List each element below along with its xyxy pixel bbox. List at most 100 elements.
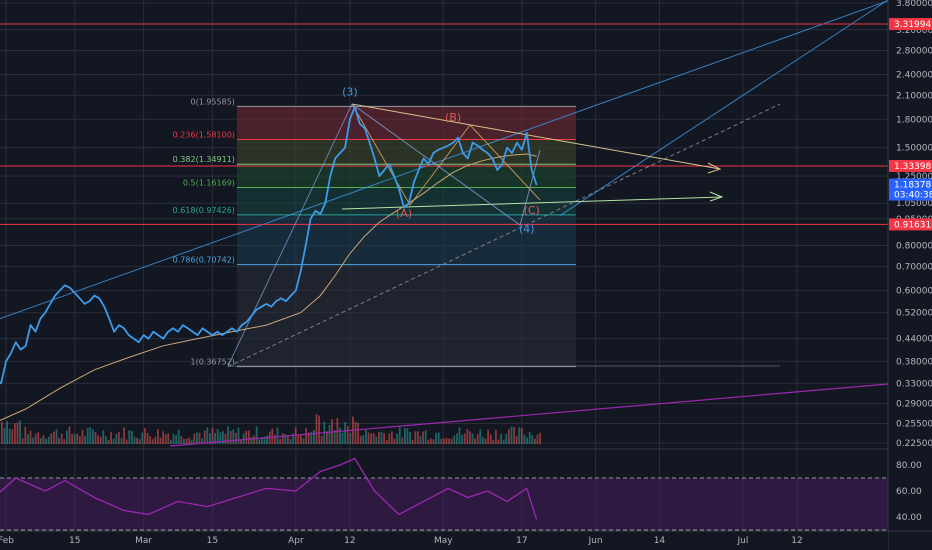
volume-bar bbox=[398, 426, 401, 444]
volume-bar bbox=[133, 436, 136, 444]
volume-bar bbox=[346, 426, 349, 444]
volume-bar bbox=[393, 438, 396, 444]
rsi-line bbox=[0, 457, 538, 520]
price-tick-label: 2.40000 bbox=[896, 71, 932, 81]
volume-bar bbox=[232, 429, 235, 444]
price-tick-label: 0.52000 bbox=[896, 309, 932, 319]
volume-bar bbox=[534, 438, 536, 444]
time-tick-label: 14 bbox=[654, 536, 666, 546]
price-tick-label: 0.29000 bbox=[896, 399, 932, 409]
volume-bar bbox=[271, 428, 274, 444]
time-tick-label: Mar bbox=[135, 536, 152, 546]
volume-bar bbox=[445, 437, 448, 444]
volume-bar bbox=[118, 431, 120, 444]
wave-label: (3) bbox=[342, 85, 358, 98]
volume-bar bbox=[492, 439, 495, 444]
volume-bar bbox=[206, 427, 209, 444]
volume-bar bbox=[63, 439, 66, 444]
volume-bar bbox=[24, 426, 27, 444]
abc-wave-path bbox=[351, 103, 541, 206]
fib-level-label: 0.618(0.97426) bbox=[173, 206, 235, 215]
volume-bar bbox=[16, 422, 19, 444]
price-tag-box bbox=[889, 178, 932, 201]
volume-bar bbox=[396, 433, 398, 444]
volume-bar bbox=[365, 428, 367, 444]
volume-bar bbox=[89, 427, 92, 444]
volume-bar bbox=[1, 421, 3, 444]
volume-bar bbox=[84, 436, 86, 444]
volume-bar bbox=[193, 433, 196, 444]
wave-label: (B) bbox=[445, 111, 461, 124]
volume-bar bbox=[68, 426, 71, 444]
volume-bar bbox=[105, 436, 107, 444]
volume-bar bbox=[469, 431, 471, 444]
volume-bar bbox=[219, 432, 222, 444]
price-tick-label: 1.50000 bbox=[896, 144, 932, 154]
volume-bar bbox=[383, 433, 385, 444]
volume-bar bbox=[58, 438, 60, 444]
volume-bar bbox=[157, 428, 159, 444]
volume-bar bbox=[167, 433, 170, 444]
volume-bar bbox=[110, 431, 112, 444]
wave-label: (4) bbox=[519, 222, 535, 235]
volume-bar bbox=[253, 435, 255, 444]
volume-bar bbox=[453, 435, 456, 444]
volume-bar bbox=[313, 429, 315, 444]
price-tick-label: 1.25000 bbox=[896, 172, 932, 182]
volume-bar bbox=[172, 433, 175, 444]
volume-bar bbox=[487, 429, 489, 444]
volume-bar bbox=[66, 430, 68, 444]
volume-bar bbox=[333, 429, 336, 444]
volume-bar bbox=[183, 438, 185, 444]
fib-level-label: 1(0.36752) bbox=[190, 358, 234, 367]
volume-bar bbox=[224, 433, 227, 444]
volume-bar bbox=[250, 437, 253, 444]
moving-average-line bbox=[0, 153, 537, 422]
price-line bbox=[0, 106, 538, 385]
volume-bar bbox=[27, 434, 29, 444]
volume-bar bbox=[344, 422, 346, 444]
volume-bar bbox=[310, 431, 313, 444]
volume-bar bbox=[94, 432, 97, 444]
volume-bar bbox=[354, 421, 357, 444]
wave-label: (C) bbox=[524, 204, 540, 217]
volume-bar bbox=[406, 428, 409, 444]
wave-3-line bbox=[227, 103, 353, 367]
volume-bar bbox=[448, 438, 450, 444]
volume-bar bbox=[102, 430, 105, 444]
volume-bar bbox=[461, 434, 463, 444]
volume-bar bbox=[388, 433, 391, 444]
volume-bar bbox=[73, 433, 76, 444]
volume-bar bbox=[235, 432, 237, 444]
price-tag-countdown: 03:40:38 bbox=[894, 191, 932, 201]
volume-bar bbox=[510, 426, 513, 444]
fib-level-label: 0.786(0.70742) bbox=[173, 256, 235, 265]
volume-bar bbox=[417, 431, 419, 444]
volume-bar bbox=[125, 439, 128, 444]
volume-bar bbox=[229, 430, 232, 444]
volume-bar bbox=[211, 427, 214, 444]
volume-bar bbox=[515, 435, 518, 444]
time-axis-panel bbox=[0, 531, 888, 550]
volume-bar bbox=[359, 435, 362, 444]
volume-bar bbox=[404, 428, 406, 444]
volume-bar bbox=[131, 430, 133, 444]
volume-bar bbox=[375, 436, 378, 444]
volume-bar bbox=[159, 437, 162, 444]
price-tick-label: 0.80000 bbox=[896, 242, 932, 252]
volume-bar bbox=[120, 438, 123, 444]
time-tick-label: May bbox=[434, 536, 453, 546]
volume-bar bbox=[276, 427, 279, 444]
volume-bar bbox=[432, 439, 435, 444]
volume-bar bbox=[146, 433, 149, 444]
volume-bar bbox=[45, 438, 47, 444]
volume-bar bbox=[424, 430, 427, 444]
volume-bar bbox=[341, 432, 344, 444]
volume-bar bbox=[450, 438, 453, 444]
volume-bar bbox=[409, 432, 411, 444]
volume-bar bbox=[53, 431, 55, 444]
price-tick-label: 0.38000 bbox=[896, 357, 932, 367]
volume-bar bbox=[138, 438, 141, 444]
